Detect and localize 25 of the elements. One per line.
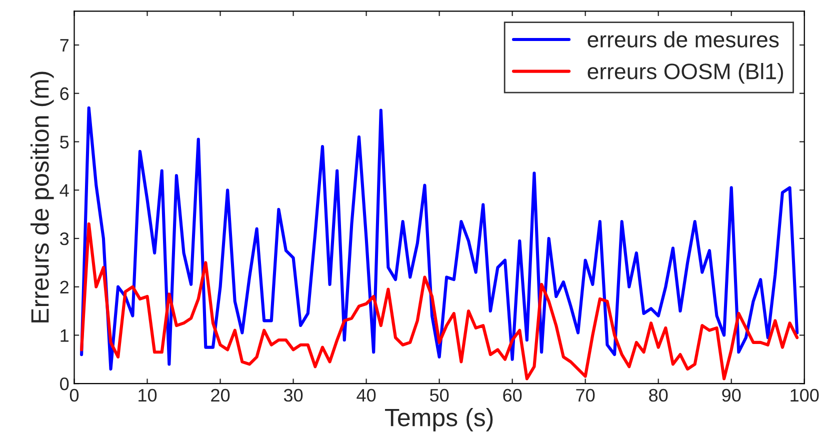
x-tick-label: 20 [211, 388, 230, 402]
legend-label: erreurs OOSM (Bl1) [588, 62, 784, 84]
y-tick-label: 3 [60, 232, 69, 246]
x-axis-title: Temps (s) [385, 408, 493, 432]
x-tick-label: 50 [430, 388, 449, 402]
y-tick-label: 5 [60, 136, 69, 148]
x-tick-label: 40 [356, 388, 376, 402]
x-tick-label: 100 [790, 388, 819, 402]
x-tick-label: 70 [576, 388, 595, 402]
line-series [80, 106, 799, 371]
line-series [80, 222, 799, 380]
x-tick-label: 80 [649, 388, 668, 402]
x-tick-label: 90 [722, 388, 741, 402]
y-axis-title: Erreurs de position (m) [30, 72, 54, 322]
y-tick-label: 1 [60, 329, 69, 342]
y-tick-label: 4 [60, 184, 69, 197]
x-tick-label: 0 [70, 388, 79, 402]
x-tick-label: 60 [503, 388, 522, 402]
y-tick-label: 7 [60, 39, 68, 52]
x-tick-label: 30 [284, 388, 303, 402]
y-tick-label: 2 [60, 280, 68, 294]
y-tick-label: 0 [60, 377, 69, 390]
legend-label: erreurs de mesures [588, 31, 779, 48]
x-tick-label: 10 [138, 388, 157, 402]
y-tick-label: 6 [60, 87, 69, 100]
